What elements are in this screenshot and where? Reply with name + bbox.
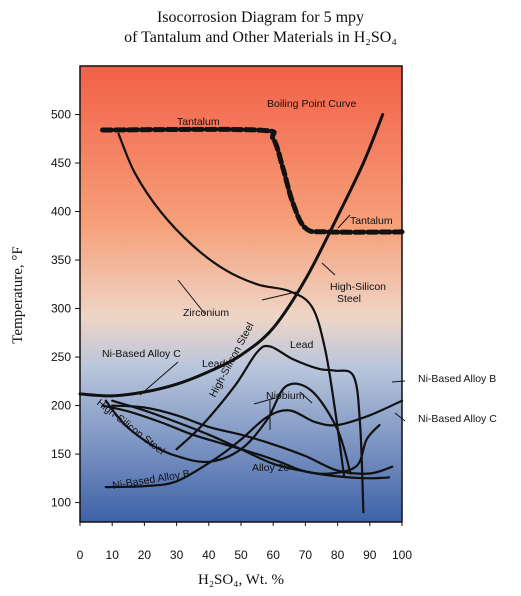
x-axis-label: H₂SO₄, Wt. % <box>198 572 284 588</box>
niAlloyC-label: Ni-Based Alloy C <box>418 413 497 425</box>
boiling-label: Boiling Point Curve <box>267 98 356 110</box>
lead-curve <box>175 344 365 514</box>
zirconium-label: Zirconium <box>183 307 229 319</box>
hisi-label: High-Silicon <box>330 281 386 293</box>
chart-title-line-1: Isocorrosion Diagram for 5 mpy <box>156 9 365 26</box>
niAlloyC-label: Ni-Based Alloy C <box>102 348 181 360</box>
leader-line <box>261 291 297 301</box>
niAlloyC-curve <box>101 404 381 475</box>
y-tick-label: 100 <box>51 496 71 510</box>
plot-area <box>79 65 403 523</box>
tantalum-label: Tantalum <box>350 215 393 227</box>
leader-line <box>139 361 179 396</box>
tantalum-curve <box>100 126 405 235</box>
x-tick-label: 0 <box>77 548 84 562</box>
boiling-curve <box>78 113 385 398</box>
alloy20-curve <box>111 399 391 480</box>
niobium-curve <box>111 404 394 475</box>
y-axis-label: Temperature, °F <box>10 246 26 343</box>
zirconium-curve <box>117 132 346 477</box>
leader-line <box>337 214 351 229</box>
leader-line <box>321 262 336 276</box>
x-tick-label: 60 <box>267 548 281 562</box>
leader-line <box>394 412 406 422</box>
nbAlloyB-label: Ni-Based Alloy B <box>418 373 496 385</box>
y-tick-label: 300 <box>51 302 71 316</box>
y-tick-label: 200 <box>51 399 71 413</box>
y-tick-label: 150 <box>51 447 71 461</box>
leader-line <box>299 391 313 404</box>
x-tick-label: 40 <box>202 548 216 562</box>
x-tick-label: 10 <box>106 548 120 562</box>
hisi-label: Steel <box>337 293 361 305</box>
lead-label: Lead <box>290 339 314 351</box>
alloy20-label: Alloy 20 <box>252 462 290 474</box>
y-tick-label: 450 <box>51 156 71 170</box>
y-tick-label: 400 <box>51 205 71 219</box>
x-tick-label: 70 <box>299 548 313 562</box>
leader-line <box>253 397 276 405</box>
x-tick-label: 100 <box>392 548 412 562</box>
x-tick-label: 90 <box>363 548 377 562</box>
leader-line <box>391 380 406 383</box>
y-tick-label: 250 <box>51 350 71 364</box>
x-tick-label: 20 <box>138 548 152 562</box>
chart-title-line-2: of Tantalum and Other Materials in H₂SO₄ <box>124 29 397 46</box>
nbAlloyB-curve <box>104 399 404 489</box>
x-tick-label: 30 <box>170 548 184 562</box>
y-tick-label: 350 <box>51 253 71 267</box>
leader-line <box>177 279 206 315</box>
x-tick-label: 80 <box>331 548 345 562</box>
y-tick-label: 500 <box>51 108 71 122</box>
niobium-label: Niobium <box>266 390 305 402</box>
lead-label: Lead <box>202 358 226 370</box>
tantalum-label: Tantalum <box>177 116 220 128</box>
x-tick-label: 50 <box>234 548 248 562</box>
